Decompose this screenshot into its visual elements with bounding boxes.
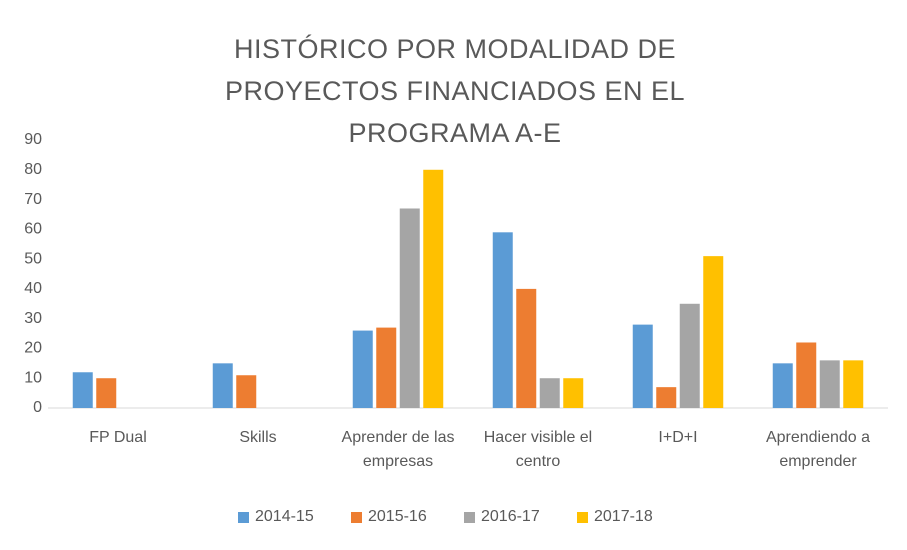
y-tick-label: 0 xyxy=(33,399,42,416)
bar xyxy=(819,360,840,408)
legend-swatch xyxy=(238,511,249,523)
x-tick-label: I+D+I xyxy=(658,429,698,446)
bar xyxy=(796,342,817,408)
bar xyxy=(632,324,653,408)
y-tick-label: 10 xyxy=(24,369,42,386)
bar xyxy=(516,288,537,408)
x-tick-label: FP Dual xyxy=(89,429,147,446)
legend-swatch xyxy=(351,511,362,523)
bar xyxy=(772,363,793,408)
legend-label: 2014-15 xyxy=(255,508,314,525)
y-tick-label: 80 xyxy=(24,161,42,178)
y-tick-label: 40 xyxy=(24,280,42,297)
legend-item: 2015-16 xyxy=(351,508,427,526)
y-tick-label: 90 xyxy=(24,131,42,148)
bar xyxy=(703,256,724,408)
y-tick-label: 50 xyxy=(24,250,42,267)
bar xyxy=(563,378,584,408)
x-tick-label: Aprender de las empresas xyxy=(341,429,455,470)
legend-item: 2016-17 xyxy=(464,508,540,526)
y-tick-label: 70 xyxy=(24,191,42,208)
bar xyxy=(212,363,233,408)
legend-swatch xyxy=(577,511,588,523)
x-tick-label: Hacer visible el centro xyxy=(483,429,593,470)
bar xyxy=(96,378,117,408)
x-tick-label: Aprendiendo a emprender xyxy=(765,429,871,470)
legend-label: 2016-17 xyxy=(481,508,540,525)
bar xyxy=(423,169,444,408)
y-tick-label: 20 xyxy=(24,340,42,357)
bar xyxy=(72,372,93,408)
legend-swatch xyxy=(464,511,475,523)
y-tick-label: 60 xyxy=(24,221,42,238)
bar xyxy=(539,378,560,408)
chart-title: HISTÓRICO POR MODALIDAD DE PROYECTOS FIN… xyxy=(224,34,686,148)
legend-label: 2015-16 xyxy=(368,508,427,525)
bar xyxy=(376,327,397,408)
legend-label: 2017-18 xyxy=(594,508,653,525)
x-tick-label: Skills xyxy=(239,429,277,446)
bar xyxy=(399,208,420,408)
y-tick-label: 30 xyxy=(24,310,42,327)
bar xyxy=(656,387,677,408)
bar xyxy=(843,360,864,408)
bar xyxy=(236,375,257,408)
bar xyxy=(679,303,700,408)
bar xyxy=(492,232,513,408)
legend-item: 2014-15 xyxy=(238,508,314,526)
bar xyxy=(352,330,373,408)
legend-item: 2017-18 xyxy=(577,508,653,526)
